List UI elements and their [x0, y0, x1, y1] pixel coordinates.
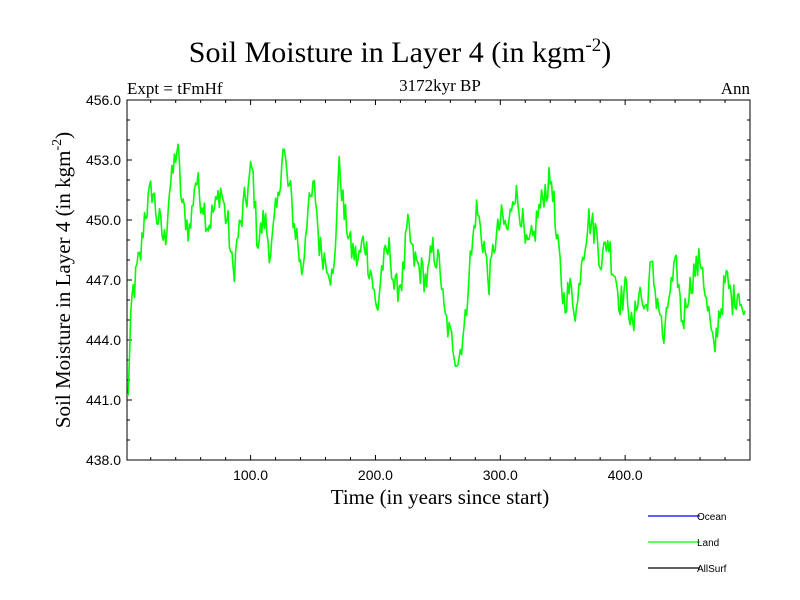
y-axis: 438.0 441.0 444.0 447.0 450.0 453.0 456.0 — [86, 92, 750, 468]
x-tick-label: 400.0 — [608, 467, 643, 483]
series-line-land — [127, 143, 746, 396]
y-tick-label: 438.0 — [86, 452, 121, 468]
x-tick-label: 100.0 — [233, 467, 268, 483]
y-axis-label-text: Soil Moisture in Layer 4 (in kgm — [51, 151, 75, 429]
legend-label-land: Land — [697, 538, 719, 549]
y-tick-label: 456.0 — [86, 92, 121, 108]
y-tick-label: 450.0 — [86, 212, 121, 228]
chart-title-suffix: ) — [601, 36, 611, 69]
chart-title-superscript: -2 — [585, 35, 601, 56]
plot-frame — [126, 99, 751, 461]
y-tick-label: 447.0 — [86, 272, 121, 288]
legend-label-allsurf: AllSurf — [697, 564, 727, 575]
chart-title: Soil Moisture in Layer 4 (in kgm-2) — [189, 35, 611, 69]
legend-label-ocean: Ocean — [697, 512, 726, 523]
x-tick-label: 200.0 — [358, 467, 393, 483]
x-tick-label: 300.0 — [483, 467, 518, 483]
x-axis-label: Time (in years since start) — [331, 485, 550, 509]
subtitle-center: 3172kyr BP — [399, 76, 481, 95]
y-tick-label: 453.0 — [86, 152, 121, 168]
x-axis: 100.0 200.0 300.0 400.0 — [150, 100, 726, 483]
y-axis-label: Soil Moisture in Layer 4 (in kgm-2) — [50, 132, 75, 428]
y-tick-label: 444.0 — [86, 332, 121, 348]
subtitle-left: Expt = tFmHf — [127, 79, 223, 98]
y-axis-label-suffix: ) — [51, 132, 75, 139]
subtitle-right: Ann — [721, 79, 751, 98]
y-tick-label: 441.0 — [86, 392, 121, 408]
y-axis-label-superscript: -2 — [50, 139, 65, 151]
series-group — [127, 143, 746, 396]
legend: Ocean Land AllSurf — [648, 512, 727, 575]
chart-title-text: Soil Moisture in Layer 4 (in kgm — [189, 36, 586, 69]
